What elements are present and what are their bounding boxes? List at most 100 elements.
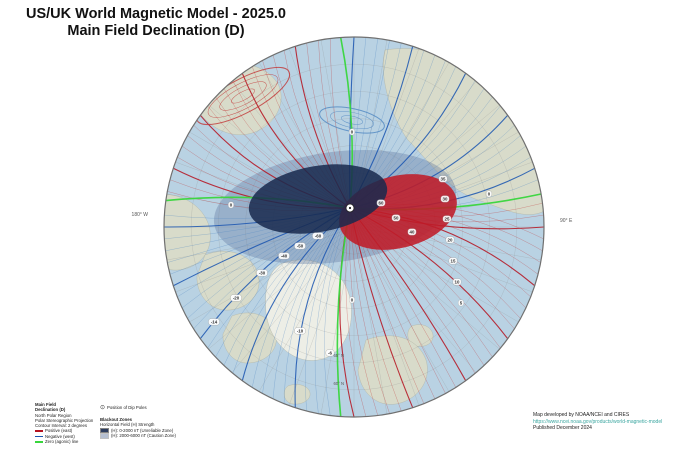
- blackout-subtitle: Horizontal Field (H) Strength: [100, 422, 155, 428]
- land-scandinavia: [357, 335, 428, 405]
- contour-label: 40: [410, 230, 415, 235]
- contour-label-box: [445, 236, 455, 244]
- contour-label: 20: [448, 238, 453, 243]
- legend-contour-interval: Contour Interval: 2 degrees: [35, 423, 88, 429]
- credits-published: Published December 2024: [533, 425, 592, 432]
- credits-block: Map developed by NOAA/NCEI and CIRES htt…: [533, 412, 662, 432]
- credits-developer: Map developed by NOAA/NCEI and CIRES: [533, 412, 630, 418]
- negative-contour-loop: [330, 111, 374, 129]
- meridian: [189, 226, 355, 323]
- contour-label: 5: [460, 301, 463, 306]
- dip-pole-marker-dot: [348, 206, 352, 210]
- contour-label: 0: [230, 203, 233, 208]
- contour-label-box: [348, 128, 355, 136]
- positive-line-swatch: [35, 430, 43, 432]
- contour-label-box: [457, 299, 464, 307]
- contour-label: -14: [211, 320, 218, 325]
- title-line2: Main Field Declination (D): [67, 23, 245, 39]
- contour-label-box: [278, 252, 290, 260]
- legend-projection: Polar Stereographic Projection: [35, 417, 94, 423]
- positive-contour-loop: [231, 88, 255, 104]
- latitude-label: 65° N: [333, 353, 344, 358]
- contour-label-box: [256, 269, 268, 277]
- longitude-rim-label: 180° W: [132, 212, 149, 218]
- positive-contour-loop: [207, 74, 279, 118]
- legend-heading-2: Declination (D): [35, 407, 66, 413]
- zero-label: Zero (agonic) line: [45, 439, 79, 445]
- legend-key-negative: Negative (west): [35, 434, 93, 439]
- contour-label: 0: [351, 298, 354, 303]
- unreliable-zone-swatch: [100, 427, 109, 434]
- latitude-label: 60° N: [333, 381, 344, 386]
- contour-label: -10: [297, 329, 304, 334]
- unreliable-zone-label: (H): 0-2000 nT (Unreliable Zone): [111, 427, 174, 433]
- latitude-circle: [245, 118, 463, 336]
- map-title: US/UK World Magnetic Model - 2025.0 Main…: [10, 6, 302, 40]
- caution-zone-label: (H): 2000-6000 nT (Caution Zone): [111, 433, 176, 439]
- meridian: [166, 226, 355, 261]
- positive-contour-loop: [219, 81, 267, 111]
- contour-label: 0: [488, 192, 491, 197]
- land-svalbard: [407, 324, 434, 347]
- zone-unreliable: (H): 0-2000 nT (Unreliable Zone): [100, 427, 176, 434]
- contour-label-box: [440, 195, 450, 203]
- title-line1: US/UK World Magnetic Model - 2025.0: [26, 6, 286, 22]
- contour-label: 0: [351, 130, 354, 135]
- zone-caution: (H): 2000-6000 nT (Caution Zone): [100, 433, 176, 439]
- contour-label-box: [485, 190, 492, 198]
- negative-contour: [305, 207, 351, 412]
- meridian: [175, 226, 355, 293]
- negative-line-swatch: [35, 435, 43, 438]
- contour-label-box: [312, 232, 324, 240]
- contour-label-box: [448, 257, 458, 265]
- contour-label-box: [376, 199, 386, 207]
- contour-label-box: [391, 214, 401, 222]
- longitude-rim-label: 90° E: [560, 218, 573, 224]
- contour-label: 10: [455, 280, 460, 285]
- contour-label-box: [325, 349, 335, 357]
- meridian: [258, 226, 355, 392]
- contour-label-box: [227, 201, 234, 209]
- zero-line-swatch: [35, 440, 43, 443]
- contour-label: -50: [297, 244, 304, 249]
- contour-label-box: [208, 318, 220, 326]
- legend-heading-1: Main Field: [35, 402, 57, 407]
- contour-label-box: [294, 327, 306, 335]
- contour-label: 50: [394, 216, 399, 221]
- contour-label-box: [442, 215, 452, 223]
- dip-pole-icon: ⊙: [100, 405, 106, 411]
- meridian: [353, 226, 388, 415]
- map-clip-group: [164, 37, 544, 417]
- legend-declination: Main Field Declination (D) North Polar R…: [35, 402, 93, 444]
- unreliable-zone-area: [248, 164, 388, 234]
- legend-key-positive: Positive (east): [35, 428, 93, 433]
- contour-label: 25: [445, 217, 450, 222]
- meridian: [353, 226, 477, 373]
- caution-zone-swatch: [100, 433, 109, 439]
- contour-label-box: [348, 296, 355, 304]
- legend-key-zero: Zero (agonic) line: [35, 439, 93, 444]
- contour-label: -40: [281, 254, 288, 259]
- contour-label-box: [230, 294, 242, 302]
- dip-pole-key: ⊙ Position of Dip Poles: [100, 405, 176, 411]
- negative-contour: [294, 207, 351, 408]
- positive-label: Positive (east): [45, 428, 73, 434]
- negative-contour: [323, 207, 351, 416]
- contour-label: -60: [315, 234, 322, 239]
- blackout-title: Blackout Zones: [100, 417, 132, 422]
- dip-pole-key-label: Position of Dip Poles: [107, 405, 147, 411]
- map-rim: [163, 36, 545, 418]
- contour-label: 60: [379, 201, 384, 206]
- meridian: [353, 226, 420, 406]
- credits-url[interactable]: https://www.ncei.noaa.gov/products/world…: [533, 418, 663, 425]
- contour-label-box: [407, 228, 417, 236]
- negative-contour: [314, 207, 351, 414]
- negative-contour: [283, 207, 351, 404]
- land-canada-2: [222, 312, 277, 364]
- contour-label: 15: [451, 259, 456, 264]
- legend-region: North Polar Region: [35, 412, 72, 418]
- contour-label: -6: [328, 351, 332, 356]
- legend-blackout: ⊙ Position of Dip Poles Blackout Zones H…: [100, 405, 176, 439]
